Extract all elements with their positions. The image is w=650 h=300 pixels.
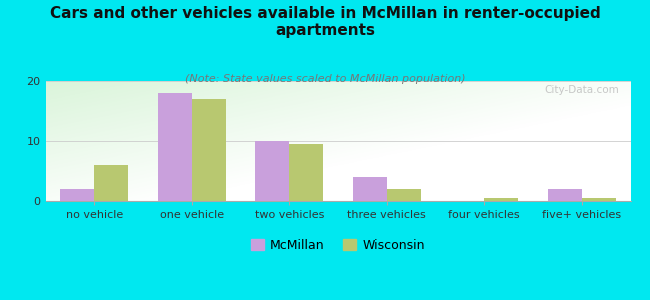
Bar <box>94 165 129 201</box>
Bar <box>547 189 582 201</box>
Legend: McMillan, Wisconsin: McMillan, Wisconsin <box>246 234 430 257</box>
Bar <box>484 198 519 201</box>
Text: City-Data.com: City-Data.com <box>544 85 619 94</box>
Bar <box>157 93 192 201</box>
Bar <box>60 189 94 201</box>
Bar <box>255 141 289 201</box>
Bar <box>387 189 421 201</box>
Text: Cars and other vehicles available in McMillan in renter-occupied
apartments: Cars and other vehicles available in McM… <box>49 6 601 38</box>
Bar <box>353 177 387 201</box>
Bar <box>582 198 616 201</box>
Text: (Note: State values scaled to McMillan population): (Note: State values scaled to McMillan p… <box>185 74 465 83</box>
Bar <box>192 99 226 201</box>
Bar <box>289 144 324 201</box>
